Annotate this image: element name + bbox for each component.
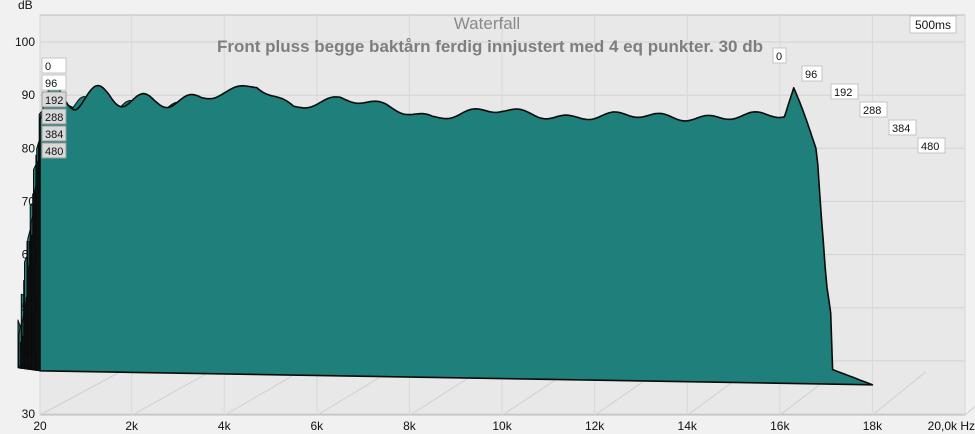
y-tick-label: 90 bbox=[22, 88, 36, 102]
y-tick-label: 60 bbox=[22, 248, 36, 262]
slice-label-box-right bbox=[888, 119, 917, 136]
slice-label-left: 288 bbox=[45, 112, 63, 124]
slice-label-right: 192 bbox=[834, 87, 852, 99]
slice-label-left: 480 bbox=[45, 146, 63, 158]
x-tick-label: 4k bbox=[218, 419, 232, 433]
slice-label-left: 192 bbox=[45, 95, 63, 107]
y-tick-label: 100 bbox=[15, 35, 35, 49]
x-tick-label: 8k bbox=[403, 419, 417, 433]
floor-gridline bbox=[132, 371, 210, 416]
slice-label-box-left bbox=[41, 125, 67, 142]
x-tick-label: 16k bbox=[770, 419, 790, 433]
time-window-label: 500ms bbox=[915, 18, 951, 32]
slice-label-right: 96 bbox=[805, 69, 817, 81]
x-tick-label: 18k bbox=[863, 419, 883, 433]
slice-label-box-right bbox=[801, 65, 823, 82]
waterfall-slice-curve bbox=[39, 80, 874, 386]
y-tick-label: 30 bbox=[22, 407, 36, 421]
x-tick-label: 2k bbox=[125, 419, 139, 433]
slice-label-box-left bbox=[41, 142, 67, 159]
x-tick-label: 14k bbox=[678, 419, 698, 433]
slice-label-box-left bbox=[41, 91, 67, 108]
slice-label-right: 288 bbox=[863, 105, 881, 117]
slice-label-box-right bbox=[830, 83, 859, 100]
y-tick-label: 80 bbox=[22, 141, 36, 155]
x-tick-label: 12k bbox=[585, 419, 605, 433]
x-tick-label: 10k bbox=[492, 419, 512, 433]
chart-subtitle: Front pluss begge baktårn ferdig innjust… bbox=[217, 37, 763, 56]
x-tick-label: 6k bbox=[311, 419, 325, 433]
floor-gridline bbox=[39, 371, 121, 416]
chart-title: Waterfall bbox=[454, 14, 520, 33]
time-window-box bbox=[909, 15, 957, 34]
slice-label-left: 96 bbox=[45, 78, 57, 90]
floor-gridline bbox=[872, 371, 926, 416]
slice-label-right: 0 bbox=[776, 51, 782, 63]
slice-label-right: 480 bbox=[921, 141, 939, 153]
floor-gridline bbox=[224, 371, 300, 416]
slice-label-left: 384 bbox=[45, 129, 63, 141]
floor-gridline bbox=[964, 405, 975, 416]
waterfall-curves bbox=[17, 80, 874, 386]
y-axis-label: dB bbox=[18, 0, 33, 12]
slice-label-box-right bbox=[859, 101, 888, 118]
slice-label-right: 384 bbox=[892, 123, 910, 135]
x-tick-label: 20 bbox=[33, 419, 47, 433]
floor-gridline bbox=[317, 371, 389, 416]
y-tick-label: 70 bbox=[22, 194, 36, 208]
time-slice-labels: 0 0 96 96 192 192 288 288 384 384 480 480 bbox=[41, 47, 946, 159]
slice-label-box-left bbox=[41, 108, 67, 125]
slice-label-box-left bbox=[41, 74, 67, 91]
y-tick-label: 40 bbox=[22, 354, 36, 368]
slice-label-box-left bbox=[41, 57, 67, 74]
floor-gridline bbox=[409, 371, 479, 416]
slice-label-box-right bbox=[917, 137, 946, 154]
slice-label-box-right bbox=[772, 47, 787, 64]
y-tick-label: 50 bbox=[22, 301, 36, 315]
slice-label-left: 0 bbox=[45, 61, 51, 73]
x-tick-label: 20,0k Hz bbox=[928, 419, 975, 433]
